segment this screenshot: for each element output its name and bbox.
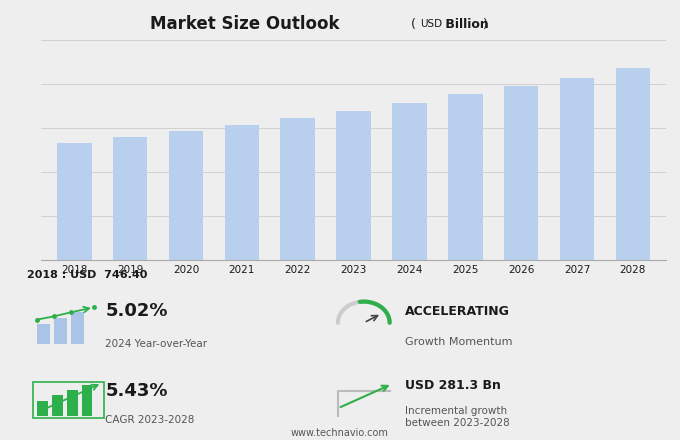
Bar <box>560 78 594 260</box>
Text: Incremental growth
between 2023-2028: Incremental growth between 2023-2028 <box>405 407 509 428</box>
Text: USD 281.3 Bn: USD 281.3 Bn <box>405 379 500 392</box>
FancyBboxPatch shape <box>52 396 63 415</box>
Bar <box>280 118 315 260</box>
FancyBboxPatch shape <box>37 324 50 344</box>
Bar <box>224 125 259 260</box>
Text: 2018 : USD  746.40: 2018 : USD 746.40 <box>27 270 148 280</box>
Bar <box>392 103 427 260</box>
Text: Market Size Outlook: Market Size Outlook <box>150 15 339 33</box>
Text: Growth Momentum: Growth Momentum <box>405 337 512 347</box>
FancyBboxPatch shape <box>71 312 84 344</box>
Text: USD: USD <box>420 19 443 29</box>
Bar <box>448 94 483 260</box>
Text: 2024 Year-over-Year: 2024 Year-over-Year <box>105 339 207 349</box>
Text: 5.02%: 5.02% <box>105 302 168 320</box>
Text: 5.43%: 5.43% <box>105 382 168 400</box>
Bar <box>57 143 92 260</box>
Bar <box>615 68 650 260</box>
Text: ): ) <box>479 18 488 31</box>
FancyBboxPatch shape <box>82 385 92 415</box>
Text: (: ( <box>411 18 420 31</box>
Text: CAGR 2023-2028: CAGR 2023-2028 <box>105 415 194 425</box>
FancyBboxPatch shape <box>67 390 78 415</box>
Bar <box>504 85 539 260</box>
Bar <box>113 136 148 260</box>
FancyBboxPatch shape <box>37 401 48 415</box>
Bar <box>337 110 371 260</box>
Text: ACCELERATING: ACCELERATING <box>405 305 509 318</box>
Text: www.technavio.com: www.technavio.com <box>291 429 389 438</box>
Bar <box>169 131 203 260</box>
Text: Billion: Billion <box>441 18 488 31</box>
FancyBboxPatch shape <box>54 318 67 344</box>
